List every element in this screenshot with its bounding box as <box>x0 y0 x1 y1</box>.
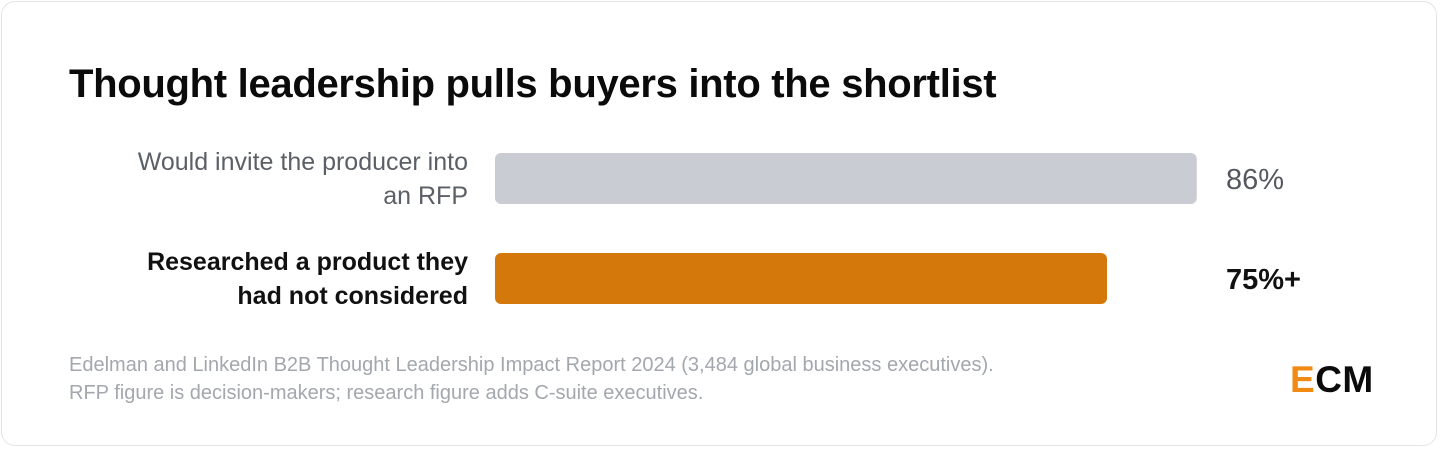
category-label-rfp: Would invite the producer into an RFP <box>42 145 468 213</box>
category-label-research-line1: Researched a product they <box>147 248 468 276</box>
logo-rest: CM <box>1315 359 1374 400</box>
category-label-rfp-line1: Would invite the producer into <box>137 148 468 176</box>
source-line-1: Edelman and LinkedIn B2B Thought Leaders… <box>69 354 994 376</box>
bar-research <box>495 253 1107 304</box>
source-line-2: RFP figure is decision-makers; research … <box>69 382 704 404</box>
bar-rfp <box>495 153 1197 204</box>
category-label-research: Researched a product they had not consid… <box>42 245 468 313</box>
value-label-research: 75%+ <box>1226 264 1301 296</box>
source-note: Edelman and LinkedIn B2B Thought Leaders… <box>69 351 1269 407</box>
ecm-logo: ECM <box>1290 360 1374 400</box>
logo-accent-letter: E <box>1290 359 1316 400</box>
chart-title: Thought leadership pulls buyers into the… <box>69 62 997 106</box>
category-label-research-line2: had not considered <box>237 282 468 310</box>
category-label-rfp-line2: an RFP <box>383 182 468 210</box>
value-label-rfp: 86% <box>1226 164 1285 196</box>
